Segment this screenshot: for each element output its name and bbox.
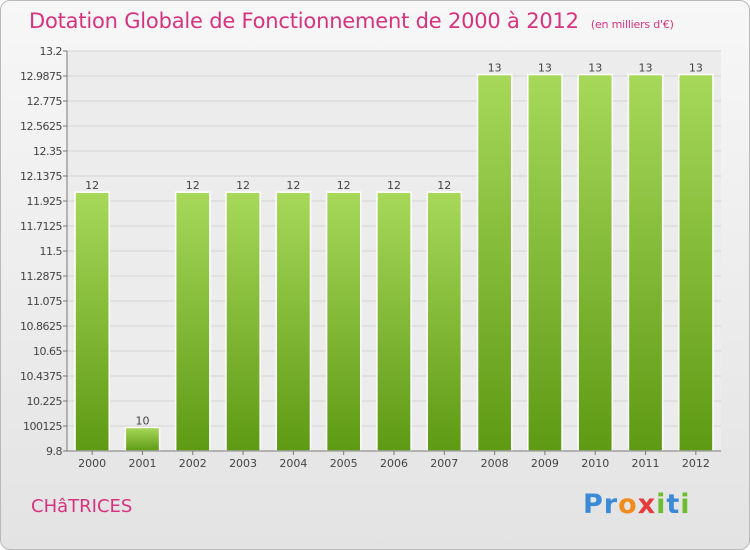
bar-value-label: 13 <box>689 62 703 75</box>
y-tick-label: 12.5625 <box>20 120 62 133</box>
x-tick-label: 2005 <box>330 457 358 470</box>
x-tick-label: 2006 <box>380 457 408 470</box>
x-tick-label: 2000 <box>78 457 106 470</box>
bar <box>476 73 513 452</box>
x-tick-label: 2004 <box>279 457 307 470</box>
bar <box>577 73 614 452</box>
x-tick-label: 2009 <box>531 457 559 470</box>
y-tick-label: 12.9875 <box>20 70 62 83</box>
bar <box>627 73 664 452</box>
y-tick-label: 12.1375 <box>20 170 62 183</box>
chart-title-text: Dotation Globale de Fonctionnement de 20… <box>29 9 579 33</box>
x-tick-label: 2007 <box>430 457 458 470</box>
bar-value-label: 13 <box>639 62 653 75</box>
y-tick-label: 11.075 <box>27 295 63 308</box>
bar <box>174 191 211 452</box>
y-tick-label: 11.5 <box>40 245 63 258</box>
x-tick-label: 2011 <box>632 457 660 470</box>
bar-value-label: 12 <box>437 179 451 192</box>
bar-value-label: 13 <box>538 62 552 75</box>
bar-value-label: 12 <box>286 179 300 192</box>
bar-value-label: 12 <box>186 179 200 192</box>
y-tick-label: 11.925 <box>27 195 63 208</box>
bar <box>325 191 362 452</box>
y-tick-label: 10.65 <box>33 345 62 358</box>
bar <box>426 191 463 452</box>
x-tick-label: 2008 <box>481 457 509 470</box>
bar <box>376 191 412 452</box>
chart-title: Dotation Globale de Fonctionnement de 20… <box>29 9 674 33</box>
bar-value-label: 12 <box>387 179 401 192</box>
proxiti-logo: Proxiti <box>583 489 691 520</box>
bar-value-label: 12 <box>236 179 250 192</box>
y-tick-label: 10.225 <box>27 395 63 408</box>
bar <box>527 73 563 452</box>
bar <box>677 73 714 452</box>
chart-subtitle: (en milliers d'€) <box>590 18 674 31</box>
bar-value-label: 12 <box>337 179 351 192</box>
y-axis: 9.8 100125 10.225 10.4375 10.65 10.8625 11.075… <box>20 45 68 458</box>
x-axis: 2000 2001 2002 2003 2004 2005 2006 2007 2008 2009… <box>67 450 721 470</box>
x-tick-label: 2012 <box>682 457 710 470</box>
x-tick-label: 2002 <box>179 457 207 470</box>
y-tick-label: 100125 <box>23 420 62 433</box>
bar-value-label: 12 <box>85 179 99 192</box>
y-tick-label: 12.35 <box>33 145 62 158</box>
x-tick-label: 2010 <box>581 457 609 470</box>
y-tick-label: 10.4375 <box>20 370 62 383</box>
x-tick-label: 2001 <box>128 457 156 470</box>
town-name: CHâTRICES <box>31 496 133 517</box>
y-tick-label: 12.775 <box>27 95 63 108</box>
y-tick-label: 11.7125 <box>20 220 62 233</box>
bar-value-label: 13 <box>488 62 502 75</box>
bars: 12 10 12 12 12 12 12 12 13 13 13 13 13 <box>74 62 714 452</box>
y-tick-label: 13.2 <box>40 45 63 58</box>
bar <box>275 191 312 452</box>
bar-value-label: 13 <box>588 62 602 75</box>
y-tick-label: 9.8 <box>46 445 62 458</box>
y-tick-label: 11.2875 <box>20 270 62 283</box>
bar-value-label: 10 <box>135 414 149 427</box>
bar <box>74 191 111 452</box>
y-tick-label: 10.8625 <box>20 320 62 333</box>
bar <box>225 191 261 452</box>
x-tick-label: 2003 <box>229 457 257 470</box>
bar <box>124 426 161 452</box>
